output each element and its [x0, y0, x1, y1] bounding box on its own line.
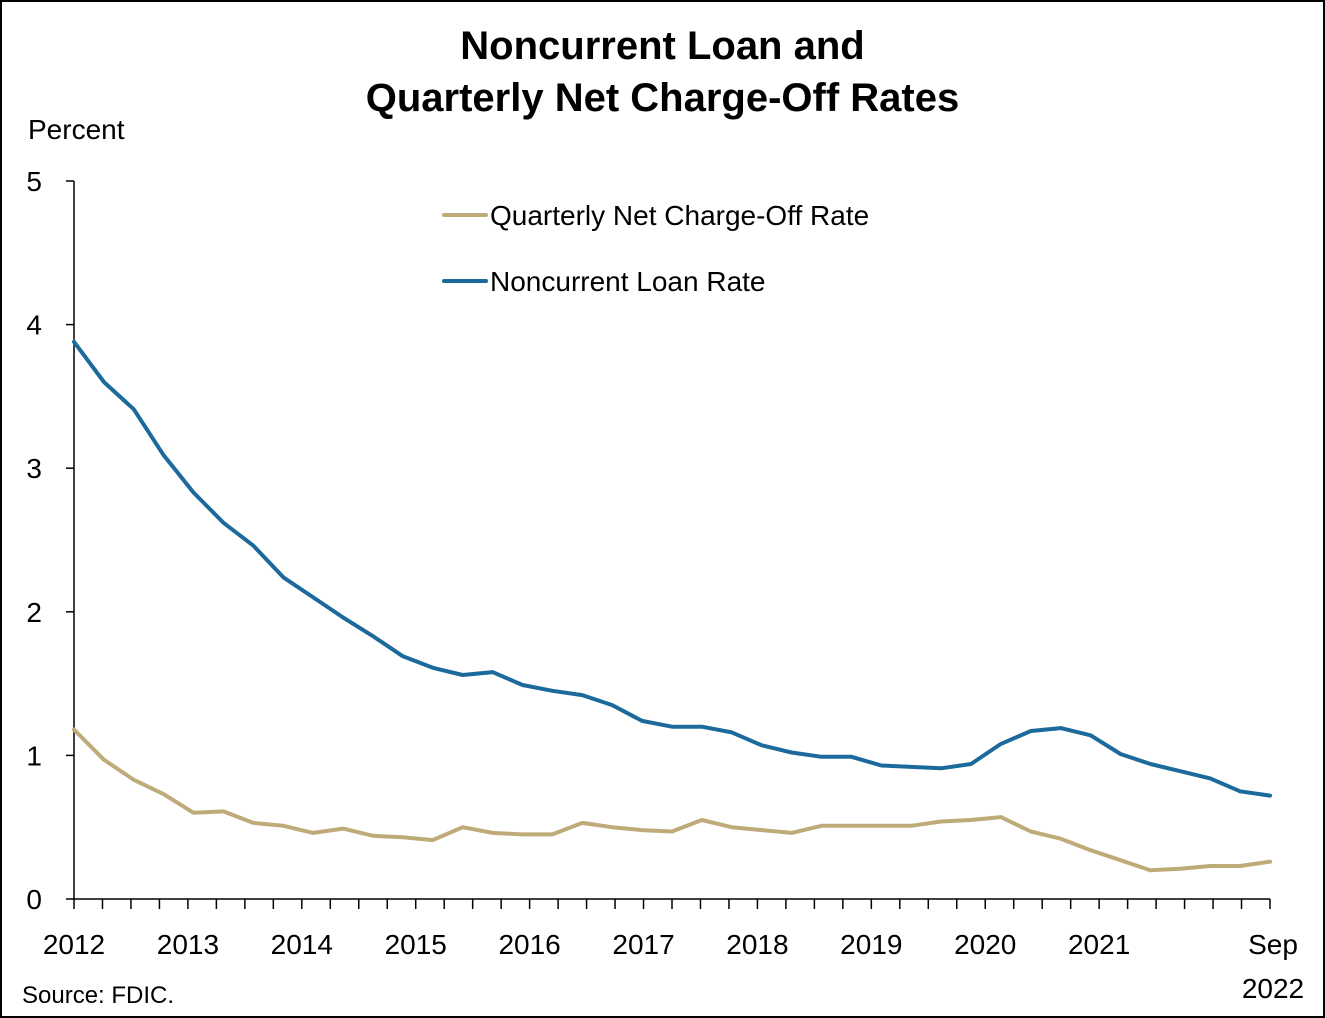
y-tick-label-3: 3 [26, 453, 42, 484]
legend-item-net-charge-off-rate-label: Quarterly Net Charge-Off Rate [490, 200, 869, 231]
y-tick-label-2: 2 [26, 597, 42, 628]
x-tick-label-2022: 2022 [1242, 973, 1304, 1004]
x-tick-label-2017: 2017 [612, 929, 674, 960]
x-tick-label-2014: 2014 [271, 929, 333, 960]
x-tick-label-2015: 2015 [385, 929, 447, 960]
chart-title-line-2: Quarterly Net Charge-Off Rates [365, 76, 960, 120]
x-tick-label-2018: 2018 [726, 929, 788, 960]
series-line-net-charge-off-rate [72, 727, 1272, 873]
legend-item-noncurrent-loan-rate-label: Noncurrent Loan Rate [490, 266, 766, 297]
x-tick-label-2020: 2020 [954, 929, 1016, 960]
y-tick-label-1: 1 [26, 740, 42, 771]
y-axis-label: Percent [28, 114, 125, 145]
x-tick-label-2019: 2019 [840, 929, 902, 960]
x-tick-label-2013: 2013 [157, 929, 219, 960]
y-tick-label-4: 4 [26, 310, 42, 341]
x-tick-label-2016: 2016 [498, 929, 560, 960]
x-tick-label-2012: 2012 [43, 929, 105, 960]
source-note: Source: FDIC. [22, 982, 175, 1009]
chart-title-line-1: Noncurrent Loan and [460, 24, 865, 68]
y-tick-label-5: 5 [26, 166, 42, 197]
y-tick-label-0: 0 [26, 884, 42, 915]
chart-title: Noncurrent Loan and Quarterly Net Charge… [2, 20, 1323, 124]
x-tick-label-2021: 2021 [1068, 929, 1130, 960]
x-tick-label-sep: Sep [1248, 929, 1298, 960]
series-line-noncurrent-loan-rate [72, 339, 1272, 798]
